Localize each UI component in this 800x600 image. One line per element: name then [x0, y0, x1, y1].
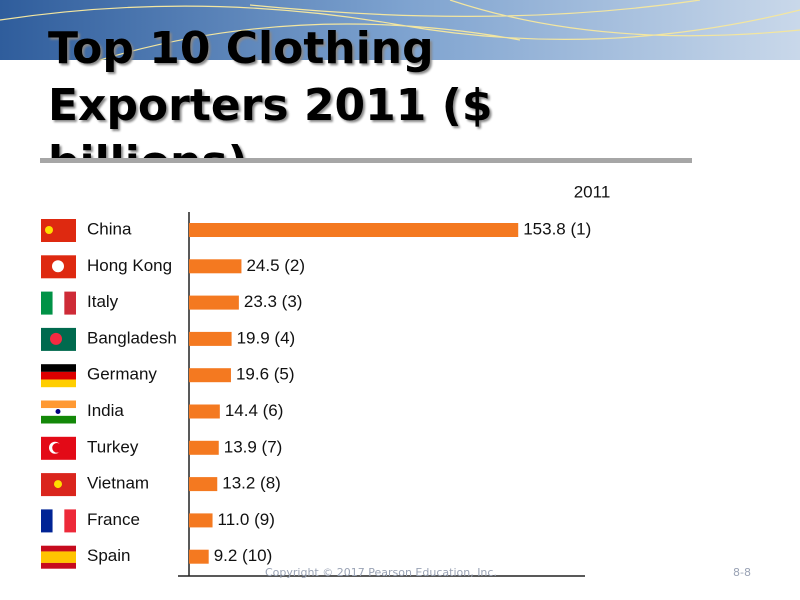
value-label: 14.4 (6) — [225, 401, 284, 420]
flag — [41, 364, 76, 372]
value-label: 153.8 (1) — [523, 219, 591, 238]
flag — [41, 562, 76, 569]
flag — [41, 291, 53, 315]
flag-emblem — [52, 260, 64, 273]
value-label: 24.5 (2) — [246, 256, 305, 275]
flag — [41, 509, 53, 533]
bar — [189, 549, 209, 564]
category-label: France — [87, 510, 140, 529]
category-label: Hong Kong — [87, 256, 172, 275]
bar — [189, 513, 213, 528]
flag-emblem — [50, 332, 62, 345]
category-label: Italy — [87, 292, 119, 311]
flag — [52, 291, 65, 315]
flag — [41, 400, 76, 409]
value-label: 23.3 (3) — [244, 292, 303, 311]
value-label: 13.2 (8) — [222, 474, 281, 493]
category-label: Vietnam — [87, 474, 149, 493]
page-number: 8-8 — [733, 566, 751, 579]
category-label: Bangladesh — [87, 328, 177, 347]
bar — [189, 440, 219, 455]
title-rule — [40, 158, 692, 163]
flag — [52, 509, 65, 533]
series-label: 2011 — [574, 182, 611, 201]
value-label: 19.9 (4) — [237, 328, 296, 347]
category-label: India — [87, 401, 124, 420]
flag — [41, 379, 76, 388]
flag — [41, 545, 76, 552]
category-label: Spain — [87, 546, 130, 565]
value-label: 13.9 (7) — [224, 437, 283, 456]
bar — [189, 368, 231, 383]
bar — [189, 259, 242, 274]
flag-emblem — [45, 226, 53, 234]
banner-lines — [0, 0, 800, 61]
flag-emblem — [54, 480, 62, 489]
flag-emblem — [55, 409, 61, 414]
flag — [64, 291, 76, 315]
value-label: 19.6 (5) — [236, 365, 295, 384]
header-banner — [0, 0, 800, 60]
category-label: China — [87, 219, 132, 238]
bar — [189, 223, 519, 237]
category-label: Turkey — [87, 437, 139, 456]
flag — [41, 371, 76, 380]
flag — [41, 551, 76, 563]
copyright: Copyright © 2017 Pearson Education, Inc. — [265, 566, 497, 579]
value-label: 9.2 (10) — [214, 546, 273, 565]
bar — [189, 477, 218, 492]
flag-emblem — [52, 443, 62, 453]
bar — [189, 295, 239, 310]
flag — [64, 509, 76, 533]
chart-title: Top 10 Clothing Exporters 2011 ($ billio… — [48, 23, 493, 158]
flag — [41, 415, 76, 424]
flag — [41, 219, 76, 242]
value-label: 11.0 (9) — [218, 510, 275, 529]
bar — [189, 404, 220, 419]
bar — [189, 331, 232, 346]
category-label: Germany — [87, 365, 157, 384]
